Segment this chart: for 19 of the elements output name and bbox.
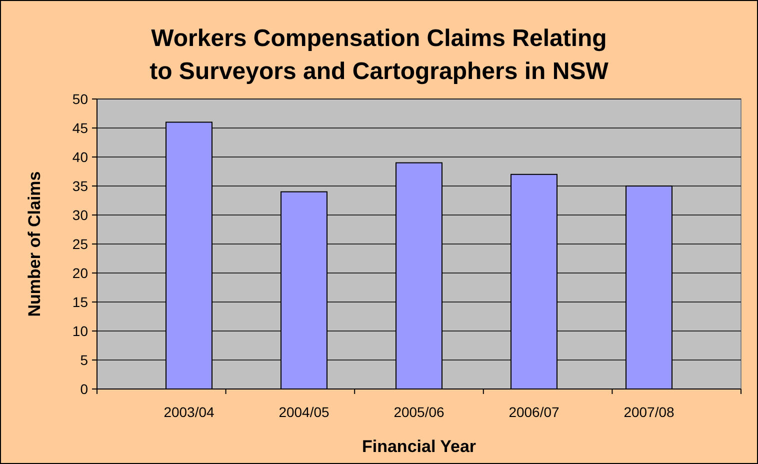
y-tick-label: 45	[72, 120, 88, 136]
y-tick-label: 35	[72, 178, 88, 194]
y-tick-label: 30	[72, 206, 88, 223]
y-tick-label: 15	[72, 294, 88, 310]
x-tick-label: 2006/07	[508, 404, 560, 420]
x-tick-label: 2005/06	[394, 404, 445, 420]
x-tick-label: 2007/08	[624, 404, 675, 420]
y-axis-title: Number of Claims	[25, 171, 44, 317]
y-tick-label: 0	[80, 380, 88, 397]
y-tick-label: 50	[72, 90, 88, 107]
y-tick-label: 20	[72, 264, 88, 281]
y-tick-label: 25	[72, 236, 88, 252]
x-tick-label: 2004/05	[278, 404, 330, 420]
y-tick-label: 5	[80, 352, 88, 368]
y-tick-label: 10	[72, 322, 88, 339]
chart-title: Workers Compensation Claims Relating to Surveyors and Cartographers in NSW	[150, 25, 609, 85]
x-tick-label: 2003/04	[164, 404, 215, 420]
y-tick-label: 40	[72, 148, 88, 165]
x-axis-title: Financial Year	[362, 437, 476, 456]
